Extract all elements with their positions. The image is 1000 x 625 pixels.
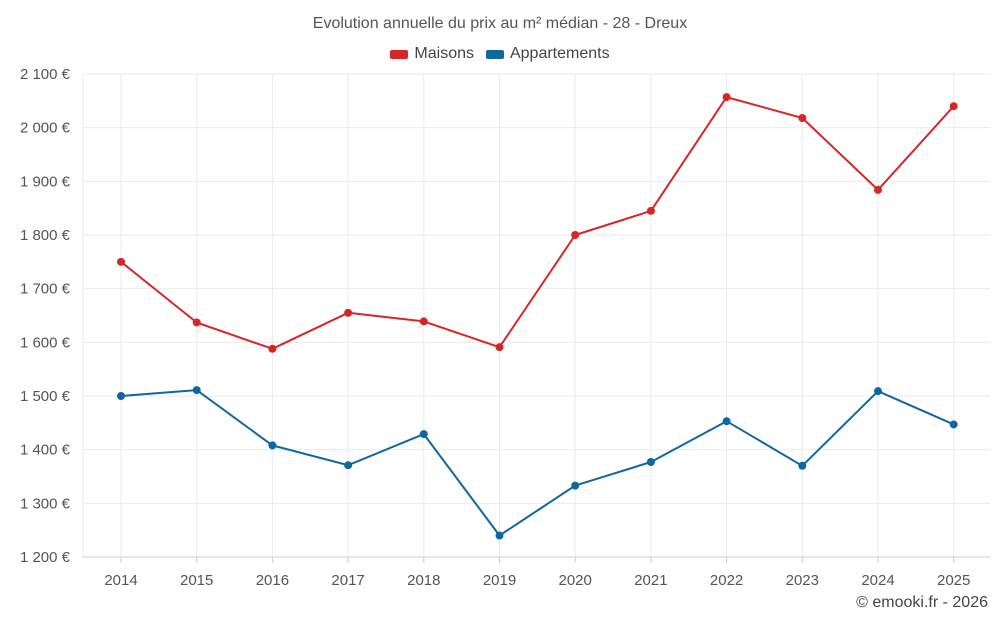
data-point-maisons [874, 185, 882, 194]
data-point-appartements [495, 531, 504, 540]
data-point-maisons [344, 308, 353, 317]
data-point-maisons [949, 102, 958, 111]
data-point-appartements [571, 481, 580, 490]
legend: Maisons Appartements [0, 45, 1000, 63]
y-tick-label: 1 800 € [20, 227, 71, 244]
data-point-appartements [117, 392, 125, 400]
x-tick-label: 2019 [483, 572, 516, 589]
x-tick-label: 2016 [256, 572, 289, 589]
legend-label-appartements: Appartements [509, 45, 610, 62]
y-tick-label: 1 900 € [20, 173, 71, 190]
data-point-appartements [419, 430, 428, 439]
data-point-appartements [949, 420, 958, 429]
data-point-appartements [874, 387, 882, 396]
data-point-maisons [646, 206, 655, 215]
data-point-maisons [192, 318, 201, 327]
data-point-maisons [268, 344, 277, 353]
x-tick-label: 2021 [634, 572, 667, 589]
x-tick-label: 2015 [180, 572, 213, 589]
data-point-maisons [419, 317, 428, 326]
y-tick-label: 1 600 € [20, 334, 71, 351]
legend-label-maisons: Maisons [414, 45, 474, 62]
data-point-maisons [495, 343, 504, 352]
legend-swatch-maisons [390, 49, 409, 59]
series-line-maisons [120, 96, 955, 350]
x-tick-label: 2020 [559, 572, 592, 589]
x-tick-label: 2025 [937, 572, 970, 589]
y-tick-label: 1 200 € [20, 549, 71, 566]
y-tick-label: 1 300 € [20, 495, 71, 512]
x-tick-label: 2018 [407, 572, 440, 589]
data-point-maisons [117, 257, 125, 266]
data-point-appartements [192, 386, 201, 395]
x-tick-label: 2023 [786, 572, 819, 589]
legend-item-appartements[interactable]: Appartements [485, 45, 610, 63]
y-tick-label: 1 700 € [20, 281, 71, 298]
y-tick-label: 2 100 € [20, 66, 71, 83]
data-point-appartements [722, 417, 731, 426]
y-tick-label: 2 000 € [20, 120, 71, 137]
data-point-maisons [722, 93, 731, 102]
y-tick-label: 1 400 € [20, 442, 71, 459]
data-point-maisons [571, 231, 580, 239]
data-point-appartements [344, 461, 353, 470]
x-tick-label: 2024 [861, 572, 894, 589]
data-point-appartements [268, 441, 277, 450]
y-tick-label: 1 500 € [20, 388, 71, 405]
x-tick-label: 2017 [331, 572, 364, 589]
legend-swatch-appartements [485, 49, 504, 59]
data-point-appartements [798, 461, 807, 470]
x-tick-label: 2014 [104, 572, 137, 589]
x-tick-label: 2022 [710, 572, 743, 589]
data-point-appartements [646, 458, 655, 467]
legend-item-maisons[interactable]: Maisons [390, 45, 474, 63]
data-point-maisons [798, 114, 807, 123]
series-line-appartements [120, 389, 955, 537]
credit-text: © emooki.fr - 2026 [856, 594, 988, 611]
chart-title: Evolution annuelle du prix au m² médian … [312, 15, 688, 32]
